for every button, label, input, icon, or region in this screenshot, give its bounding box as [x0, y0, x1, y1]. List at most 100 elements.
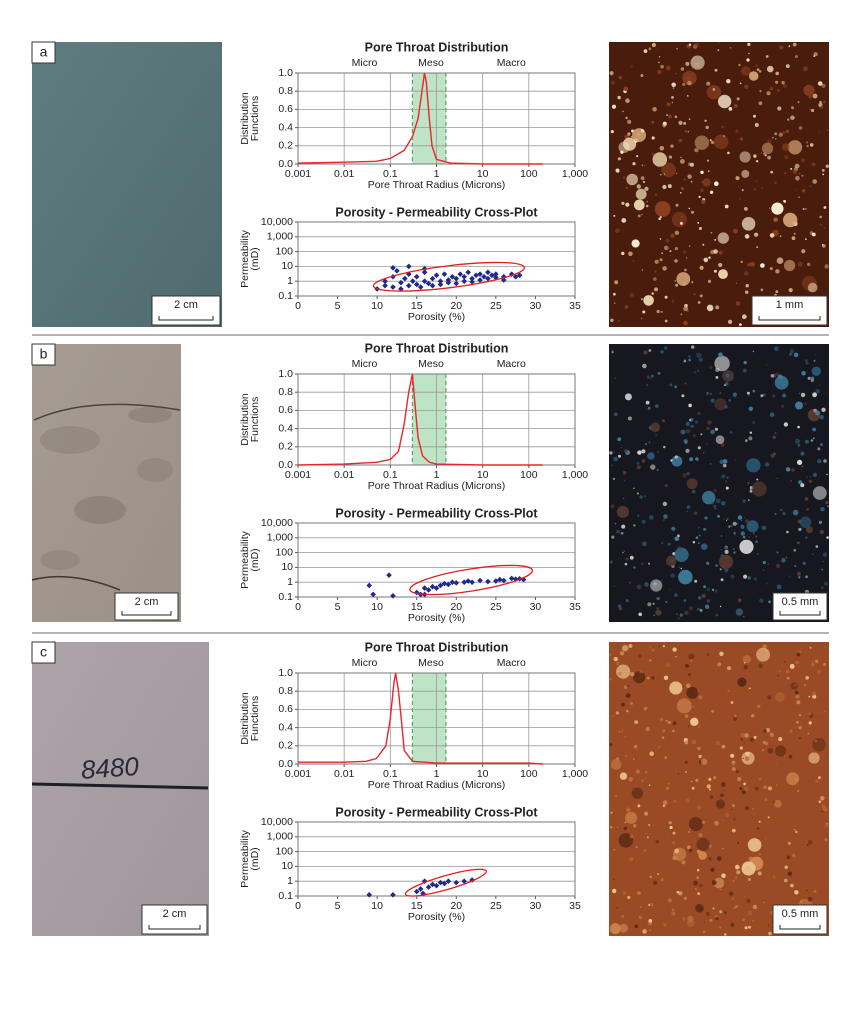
data-point	[417, 284, 424, 290]
grain	[690, 717, 699, 726]
grain	[825, 500, 829, 505]
grain	[648, 441, 651, 444]
grain	[768, 931, 772, 936]
grain	[819, 529, 825, 535]
grain	[685, 76, 691, 81]
grain	[634, 924, 639, 929]
grain	[815, 779, 819, 783]
grain	[669, 250, 672, 253]
grain	[718, 262, 723, 268]
grain	[760, 263, 765, 268]
grain	[661, 252, 663, 254]
grain	[683, 599, 687, 602]
grain	[646, 676, 650, 680]
grain	[698, 542, 700, 545]
grain	[697, 746, 701, 751]
grain	[795, 438, 800, 444]
grain	[774, 513, 777, 515]
grain	[708, 857, 712, 861]
grain	[782, 143, 790, 151]
grain	[797, 443, 801, 447]
grain	[708, 256, 711, 259]
grain	[623, 685, 628, 689]
grain	[690, 424, 694, 428]
grain	[683, 178, 686, 181]
grain	[655, 434, 658, 437]
grain	[722, 781, 725, 785]
grain	[808, 712, 812, 716]
grain	[744, 315, 747, 319]
core-photo	[32, 42, 222, 327]
grain	[775, 290, 779, 293]
grain	[631, 787, 644, 799]
data-point	[469, 279, 475, 285]
grain	[758, 101, 763, 106]
grain	[698, 833, 703, 838]
grain	[794, 690, 799, 695]
grain	[804, 497, 809, 501]
grain	[706, 599, 711, 603]
grain	[687, 845, 691, 849]
grain	[667, 782, 670, 785]
grain	[825, 164, 829, 168]
grain	[618, 730, 621, 733]
grain	[609, 560, 613, 564]
grain	[698, 695, 703, 700]
grain	[815, 354, 817, 356]
grain	[763, 785, 768, 790]
grain	[702, 178, 711, 187]
y-tick-label: 10	[281, 860, 293, 872]
grain	[800, 469, 802, 471]
grain	[722, 459, 728, 464]
grain	[649, 378, 652, 380]
grain	[734, 459, 736, 462]
grain	[636, 461, 640, 465]
grain	[733, 714, 737, 718]
grain	[635, 188, 647, 200]
grain	[684, 770, 688, 774]
crack	[33, 403, 181, 421]
grain	[812, 737, 826, 752]
grain	[622, 110, 624, 113]
grain	[642, 541, 647, 547]
grain	[644, 811, 649, 816]
grain	[740, 531, 745, 536]
grain	[629, 555, 634, 560]
grain	[660, 878, 664, 882]
y-tick-label: 0.0	[278, 758, 293, 770]
data-point	[402, 275, 408, 282]
grain	[719, 568, 722, 571]
grain	[671, 526, 676, 531]
grain	[640, 176, 645, 181]
grain	[818, 384, 821, 386]
grain	[713, 504, 717, 508]
grain	[674, 536, 680, 542]
grain	[727, 689, 730, 693]
grain	[740, 732, 745, 738]
grain	[624, 562, 628, 566]
grain	[617, 694, 619, 696]
grain	[670, 233, 675, 238]
grain	[691, 739, 697, 745]
grain	[674, 230, 680, 235]
grain	[659, 145, 665, 151]
grain	[791, 236, 796, 241]
grain	[695, 536, 699, 539]
grain	[747, 262, 751, 267]
grain	[672, 87, 675, 89]
grain	[636, 184, 641, 189]
grain	[685, 421, 690, 427]
grain	[698, 227, 702, 230]
core-photo-bg	[32, 344, 181, 622]
grain	[784, 155, 789, 160]
grain	[624, 735, 627, 738]
grain	[616, 664, 631, 679]
y-tick-label: 10	[281, 260, 293, 272]
grain	[783, 84, 787, 88]
grain	[610, 826, 613, 829]
grain	[741, 861, 756, 876]
grain	[716, 856, 722, 861]
grain	[782, 130, 786, 135]
grain	[694, 579, 698, 583]
grain	[653, 277, 657, 281]
